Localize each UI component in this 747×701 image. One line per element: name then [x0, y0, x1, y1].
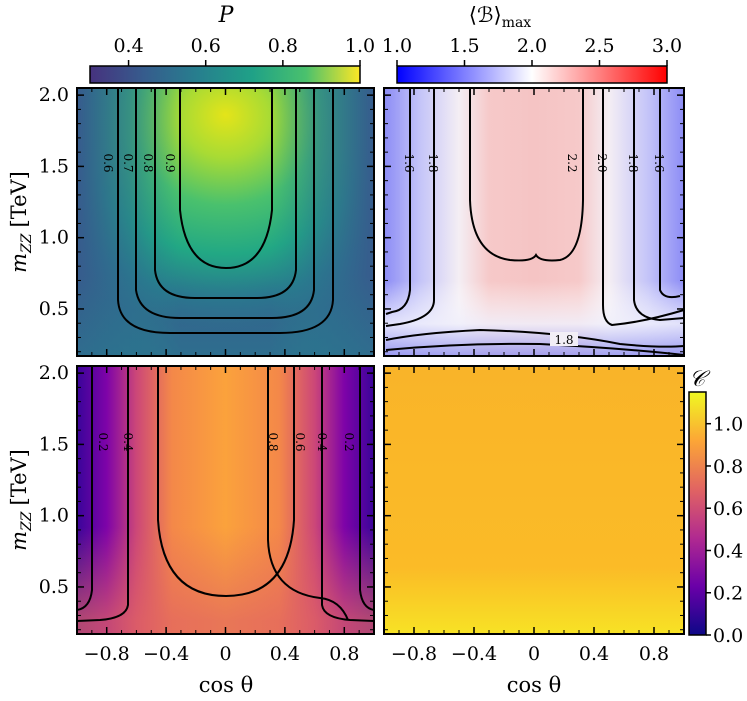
colorbar-tick-label: 0.4: [713, 540, 743, 562]
contour-labels-p: 0.6 0.7 0.8 0.9: [101, 153, 177, 172]
contour-label: 0.8: [266, 432, 280, 451]
contour-label: 0.8: [141, 153, 155, 172]
colorbar-c-ticks: 0.0 0.2 0.4 0.6 0.8 1.0: [706, 414, 743, 647]
y-axis-title-bottom: mZZ[TeV]: [7, 449, 35, 551]
contour-c-02-right: [359, 366, 375, 611]
colorbar-tick-label: 0.8: [268, 35, 298, 57]
y-tick-label: 1.0: [39, 227, 69, 249]
colorbar-tick-label: 0.6: [713, 498, 743, 520]
contour-p-09: [179, 88, 273, 270]
svg-text:mZZ[TeV]: mZZ[TeV]: [7, 171, 35, 273]
y-tick-label: 1.5: [39, 433, 69, 455]
contour-b-16-right: [659, 88, 681, 299]
contour-c-04-right: [321, 366, 375, 622]
contour-label: 0.6: [101, 153, 115, 172]
contour-labels-b: 1.6 1.8 2.2 2.0 1.8 1.6 1.8: [402, 153, 666, 347]
contour-label: 2.0: [595, 153, 609, 172]
y-tick-label: 0.5: [39, 298, 69, 320]
colorbar-tick-label: 2.0: [517, 35, 547, 57]
contour-label: 0.4: [315, 432, 329, 451]
contour-label: 0.2: [96, 432, 110, 451]
colorbar-tick-label: 0.0: [713, 625, 743, 647]
contour-b-20-right: [602, 88, 685, 327]
contour-label: 1.8: [426, 153, 440, 172]
panel-top-left: 0.6 0.7 0.8 0.9: [76, 87, 375, 357]
y-tick-label: 1.0: [39, 505, 69, 527]
colorbar-tick-label: 1.0: [382, 35, 412, 57]
colorbar-tick-label: 2.5: [584, 35, 614, 57]
colorbar-tick-label: 1.5: [449, 35, 479, 57]
contour-c-08: [157, 366, 295, 598]
contour-label: 1.6: [652, 153, 666, 172]
x-tick-label: −0.8: [84, 643, 130, 665]
x-tick-label: 0.8: [639, 643, 669, 665]
contour-b-20-bottom: [385, 342, 685, 356]
svg-text:mZZ[TeV]: mZZ[TeV]: [7, 449, 35, 551]
contour-label: 1.8: [626, 153, 640, 172]
panel-top-right: 1.6 1.8 2.2 2.0 1.8 1.6 1.8: [383, 87, 685, 357]
contour-label: 0.7: [121, 153, 135, 172]
colorbar-tick-label: 0.2: [713, 583, 743, 605]
y-axis-title-top: mZZ[TeV]: [7, 171, 35, 273]
contour-p-06: [117, 88, 334, 334]
contour-b-16-left: [385, 88, 411, 315]
contour-label: 0.2: [342, 432, 356, 451]
colorbar-b-title: ⟨ℬ⟩max: [469, 3, 532, 31]
colorbar-p-ticks: 0.4 0.6 0.8 1.0: [113, 35, 375, 66]
panel-bottom-left: 0.2 0.4 0.8 0.6 0.4 0.2: [76, 365, 375, 635]
y-tick-label: 0.5: [39, 576, 69, 598]
contour-b-18-left: [385, 88, 435, 327]
axes-ticks: 0.5 1.0 1.5 2.0 0.5 1.0 1.5 2.0 −0.8 −0.4 0 0.4 0.8 −…: [39, 84, 685, 665]
colorbar-tick-label: 1.0: [713, 414, 743, 436]
y-tick-label: 1.5: [39, 155, 69, 177]
colorbar-tick-label: 0.4: [113, 35, 143, 57]
colorbar-tick-label: 0.8: [713, 456, 743, 478]
x-tick-label: −0.8: [391, 643, 437, 665]
contour-b-18-right: [633, 88, 685, 322]
contour-c-02-left: [76, 366, 93, 611]
x-tick-label: 0.8: [329, 643, 359, 665]
y-tick-label: 2.0: [39, 362, 69, 384]
colorbar-p: [89, 65, 361, 84]
panel-bottom-right: [383, 365, 685, 635]
colorbar-p-title: P: [218, 3, 235, 28]
contour-label: 0.6: [293, 432, 307, 451]
x-tick-label: 0: [219, 643, 231, 665]
colorbar-c: [688, 391, 707, 636]
contour-c-06-right: [267, 366, 349, 621]
colorbar-b-ticks: 1.0 1.5 2.0 2.5 3.0: [382, 35, 682, 66]
x-tick-label: −0.4: [143, 643, 189, 665]
contour-label: 0.9: [163, 153, 177, 172]
x-tick-label: 0: [528, 643, 540, 665]
y-tick-label: 2.0: [39, 84, 69, 106]
colorbar-tick-label: 3.0: [652, 35, 682, 57]
contour-p-08: [154, 88, 297, 299]
colorbar-b: [396, 65, 668, 84]
contour-p-07: [135, 88, 315, 319]
colorbar-tick-label: 1.0: [345, 35, 375, 57]
colorbar-tick-label: 0.6: [191, 35, 221, 57]
x-axis-title-right: cos θ: [507, 673, 562, 697]
contour-b-22: [469, 88, 584, 262]
x-tick-label: 0.4: [579, 643, 609, 665]
x-tick-label: −0.4: [451, 643, 497, 665]
contour-labels-c: 0.2 0.4 0.8 0.6 0.4 0.2: [96, 432, 356, 451]
contour-c-04-left: [76, 366, 129, 622]
contour-label: 0.4: [121, 432, 135, 451]
x-axis-title-left: cos θ: [199, 673, 254, 697]
contour-b-18-bottom: [385, 328, 685, 348]
contour-label: 1.6: [402, 153, 416, 172]
contour-label: 2.2: [565, 153, 579, 172]
contour-label: 1.8: [554, 333, 573, 347]
x-tick-label: 0.4: [270, 643, 300, 665]
colorbar-c-title: 𝒞: [689, 367, 711, 392]
